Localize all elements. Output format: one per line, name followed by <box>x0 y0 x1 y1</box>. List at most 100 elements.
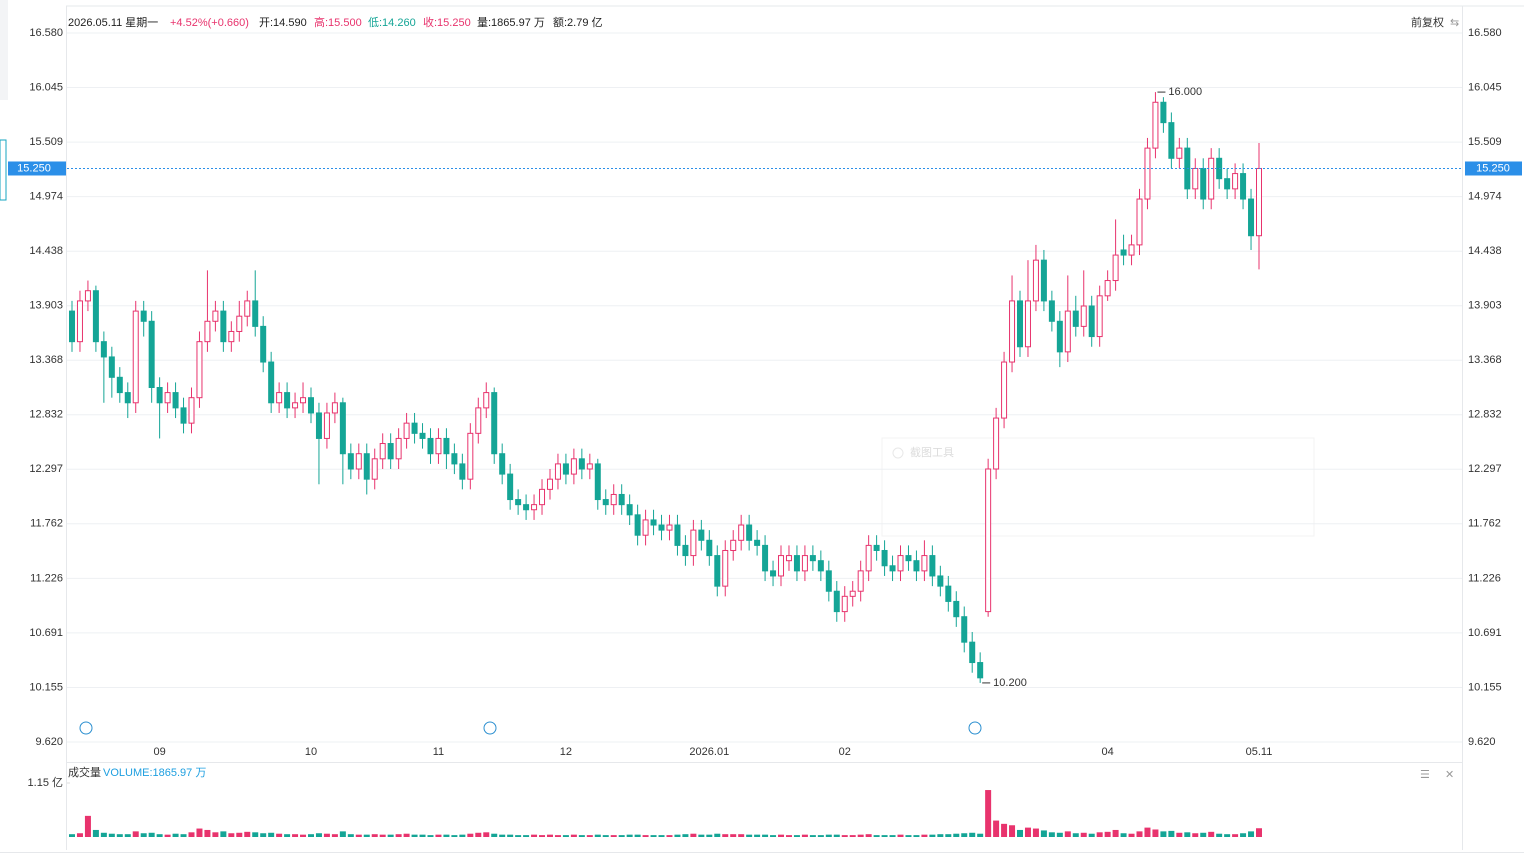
volume-bar <box>180 834 187 837</box>
candle-body <box>252 300 259 327</box>
volume-bar <box>945 834 952 837</box>
volume-bar <box>1200 832 1207 837</box>
volume-bar <box>1184 832 1191 837</box>
candle-body <box>531 504 538 511</box>
candle-body <box>841 595 848 613</box>
volume-bar <box>634 834 641 837</box>
volume-bar <box>164 834 171 837</box>
candle-body <box>108 356 115 378</box>
volume-bar <box>507 834 514 837</box>
candle-body <box>1128 244 1135 256</box>
candle-body <box>515 499 522 506</box>
volume-bar <box>483 832 490 837</box>
volume-bar <box>347 834 354 837</box>
volume-bar <box>116 834 123 837</box>
volume-bar <box>1176 832 1183 837</box>
candle-body <box>682 544 689 557</box>
candle-body <box>849 590 856 597</box>
candle-body <box>706 539 713 557</box>
y-tick-label: 15.509 <box>29 136 63 148</box>
volume-bar <box>292 834 299 837</box>
side-tab[interactable] <box>0 139 7 201</box>
candle-body <box>1152 101 1159 149</box>
adjust-label[interactable]: 前复权 <box>1411 15 1444 29</box>
x-tick-label: 12 <box>560 746 572 758</box>
volume-bar <box>578 835 585 837</box>
volume-bar <box>618 835 625 837</box>
volume-bar <box>188 832 195 837</box>
candle-body <box>762 544 769 572</box>
volume-bar <box>451 835 458 837</box>
candle-body <box>1144 147 1151 200</box>
y-tick-label-right: 12.832 <box>1468 409 1502 421</box>
candle-body <box>578 458 585 470</box>
last-price-label-right: 15.250 <box>1476 162 1510 174</box>
y-tick-label-right: 10.691 <box>1468 627 1502 639</box>
candle-body <box>164 392 171 404</box>
volume-bar <box>124 834 131 837</box>
candle-body <box>180 407 187 424</box>
volume-bar <box>865 834 872 837</box>
candle-body <box>618 493 625 506</box>
candle-body <box>491 392 498 455</box>
volume-bar <box>443 834 450 837</box>
candle-body <box>690 529 697 557</box>
candle-body <box>212 310 219 322</box>
close-icon[interactable]: ✕ <box>1445 769 1454 781</box>
candle-body <box>1136 198 1143 246</box>
candle-body <box>268 361 275 404</box>
volume-bar <box>363 834 370 837</box>
candle-body <box>746 524 753 541</box>
volume-bar <box>459 834 466 837</box>
volume-bar <box>69 834 75 837</box>
event-icon[interactable] <box>483 721 497 735</box>
candle-body <box>1064 310 1071 353</box>
x-tick-label: 10 <box>305 746 317 758</box>
volume-bar <box>793 835 800 837</box>
volume-bar <box>546 834 553 837</box>
candle-body <box>1032 259 1039 302</box>
event-icon[interactable] <box>79 721 93 735</box>
candle-body <box>228 330 235 343</box>
volume-bar <box>929 834 936 837</box>
candle-body <box>1160 101 1167 124</box>
y-tick-label: 13.903 <box>29 300 63 312</box>
y-tick-label: 9.620 <box>35 736 63 748</box>
event-icons <box>79 721 982 735</box>
candle-body <box>276 392 283 404</box>
volume-bar <box>602 835 609 837</box>
candle-body <box>889 565 896 572</box>
candle-body <box>985 468 992 613</box>
candle-body <box>698 529 705 541</box>
event-icon[interactable] <box>968 721 982 735</box>
candle-body <box>331 402 338 414</box>
candle-body <box>347 453 354 470</box>
candle-body <box>1240 173 1247 200</box>
last-price-label: 15.250 <box>17 162 51 174</box>
candle-body <box>873 544 880 551</box>
volume-bar <box>817 835 824 837</box>
volume-bar <box>268 832 275 837</box>
y-tick-label-right: 11.226 <box>1468 572 1501 584</box>
volume-bar <box>323 833 330 837</box>
candle-body <box>993 417 1000 470</box>
candle-body <box>315 412 322 439</box>
x-tick-label: 04 <box>1102 746 1114 758</box>
candle-body <box>857 570 864 592</box>
volume-bar <box>1001 823 1008 837</box>
volume-bar <box>977 833 984 837</box>
candle-body <box>459 463 466 480</box>
volume-bar <box>658 835 665 837</box>
candle-body <box>1096 295 1103 338</box>
candle-body <box>905 555 912 562</box>
candle-body <box>546 478 553 490</box>
candle-body <box>929 555 936 577</box>
candle-body <box>467 432 474 480</box>
volume-bar <box>961 833 968 837</box>
settings-icon[interactable]: ☰ <box>1420 769 1430 781</box>
volume-bar <box>1208 831 1215 837</box>
candle-body <box>323 412 330 439</box>
candle-body <box>292 402 299 409</box>
volume-bar <box>993 820 1000 837</box>
adjust-icon[interactable]: ⇆ <box>1450 17 1459 29</box>
